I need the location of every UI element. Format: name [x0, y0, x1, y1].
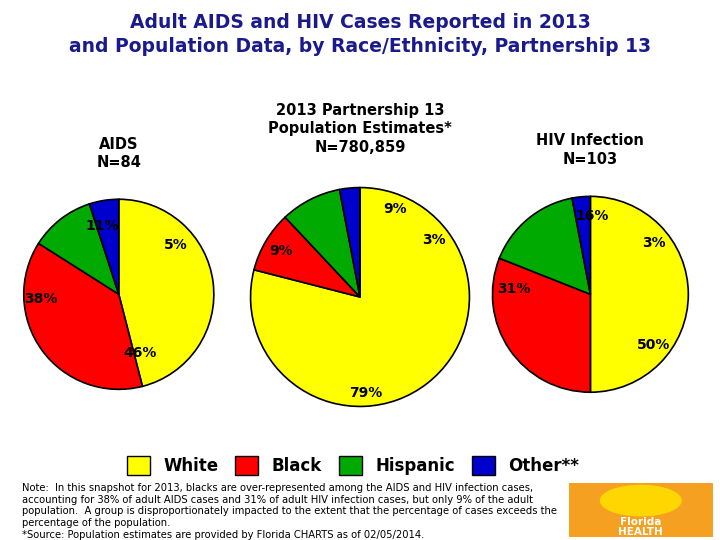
Wedge shape — [590, 197, 688, 392]
Title: AIDS
N=84: AIDS N=84 — [96, 137, 141, 170]
Text: Note:  In this snapshot for 2013, blacks are over-represented among the AIDS and: Note: In this snapshot for 2013, blacks … — [22, 483, 557, 540]
Wedge shape — [340, 187, 360, 297]
Text: 3%: 3% — [642, 237, 666, 251]
Text: Florida: Florida — [620, 517, 662, 527]
Wedge shape — [251, 187, 469, 407]
Text: 11%: 11% — [85, 219, 119, 233]
Text: Adult AIDS and HIV Cases Reported in 2013
and Population Data, by Race/Ethnicity: Adult AIDS and HIV Cases Reported in 201… — [69, 14, 651, 56]
Text: 38%: 38% — [24, 292, 58, 306]
Wedge shape — [500, 198, 590, 294]
Wedge shape — [572, 197, 590, 294]
Wedge shape — [254, 217, 360, 297]
Text: 5%: 5% — [164, 238, 188, 252]
Wedge shape — [24, 244, 143, 389]
Text: HEALTH: HEALTH — [618, 527, 663, 537]
Wedge shape — [285, 190, 360, 297]
Text: 9%: 9% — [383, 202, 407, 217]
Legend: White, Black, Hispanic, Other**: White, Black, Hispanic, Other** — [120, 449, 586, 482]
Wedge shape — [492, 258, 590, 392]
Circle shape — [600, 485, 681, 516]
Title: HIV Infection
N=103: HIV Infection N=103 — [536, 133, 644, 166]
Text: 31%: 31% — [498, 282, 531, 296]
Text: 79%: 79% — [349, 386, 382, 400]
Wedge shape — [89, 199, 119, 294]
Wedge shape — [39, 204, 119, 294]
Text: 9%: 9% — [269, 244, 293, 258]
Text: 46%: 46% — [123, 346, 156, 360]
Title: 2013 Partnership 13
Population Estimates*
N=780,859: 2013 Partnership 13 Population Estimates… — [268, 103, 452, 155]
Text: 3%: 3% — [423, 233, 446, 247]
Text: 50%: 50% — [637, 338, 671, 352]
Text: 16%: 16% — [576, 209, 609, 223]
Wedge shape — [119, 199, 214, 386]
